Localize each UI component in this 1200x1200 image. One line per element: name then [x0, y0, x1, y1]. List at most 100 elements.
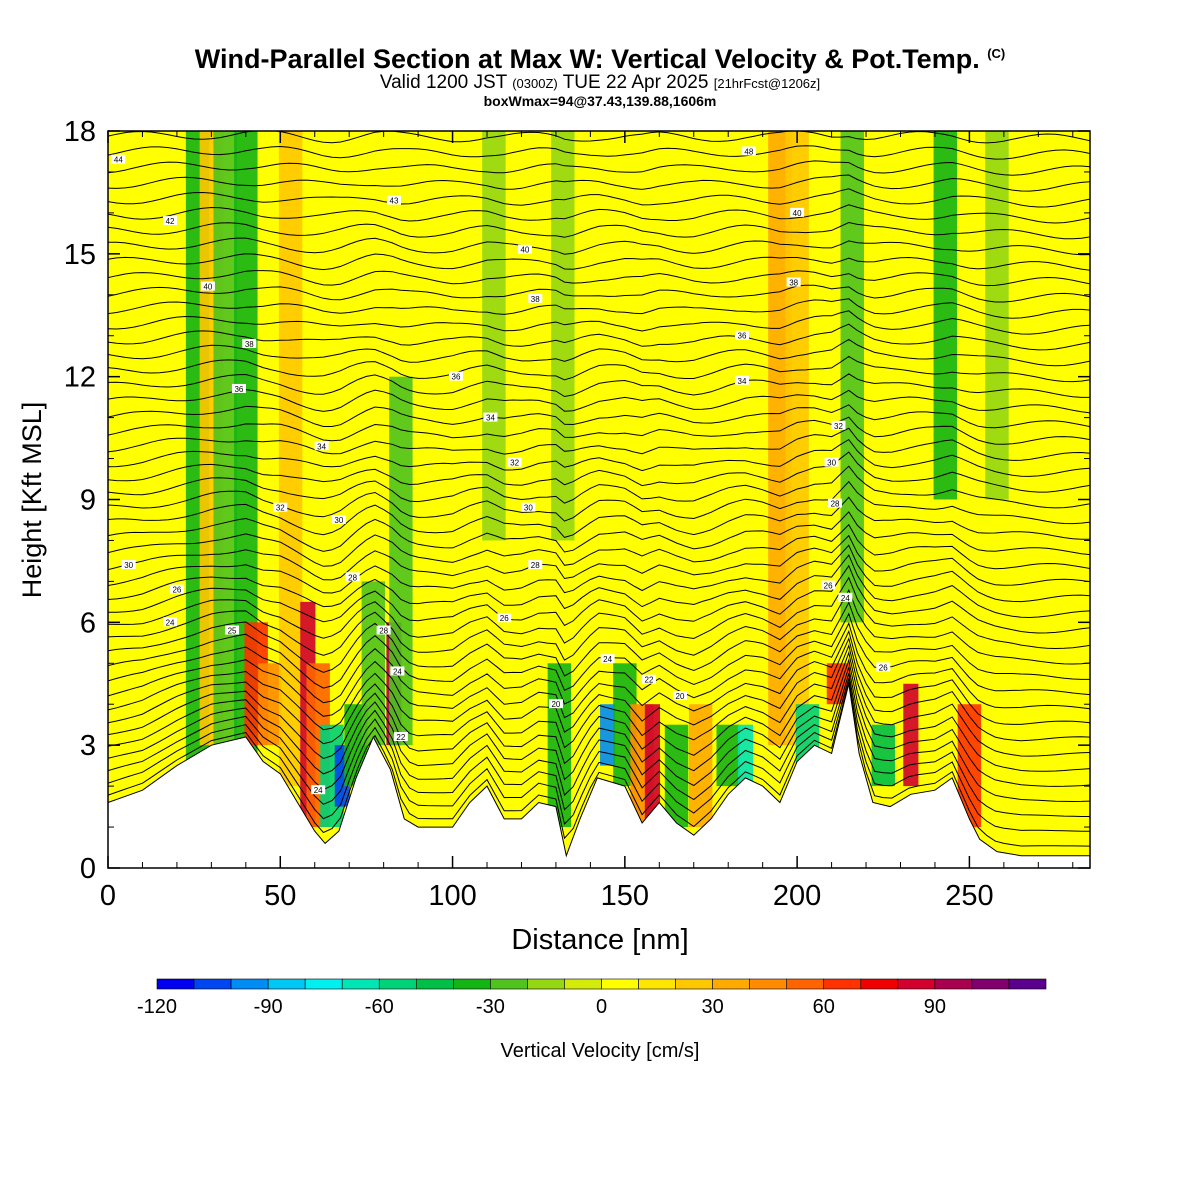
- theta-label-29: 20: [551, 700, 560, 709]
- theta-label-bg-2: [200, 281, 215, 291]
- colorbar-swatch-7: [415, 978, 454, 990]
- theta-contours: [108, 131, 1090, 847]
- theta-contour-45: [108, 131, 1090, 144]
- theta-label-bg-28: [672, 691, 687, 701]
- colorbar-swatch-4: [304, 978, 343, 990]
- theta-contour-23: [108, 451, 1090, 493]
- theta-label-36: 30: [827, 459, 836, 468]
- theta-label-6: 32: [276, 504, 285, 513]
- theta-contour-37: [108, 253, 1090, 271]
- theta-label-bg-7: [331, 514, 346, 524]
- theta-contour-42: [108, 174, 1090, 192]
- theta-label-37: 28: [831, 500, 840, 509]
- theta-label-35: 32: [834, 422, 843, 431]
- theta-label-bg-11: [225, 625, 240, 635]
- theta-contour-6: [108, 643, 1090, 757]
- theta-label-bg-12: [121, 560, 136, 570]
- theta-label-bg-26: [600, 654, 615, 664]
- theta-contour-18: [108, 523, 1090, 570]
- y-tick-label: 15: [64, 239, 96, 271]
- theta-label-20: 36: [452, 373, 461, 382]
- theta-label-bg-8: [345, 572, 360, 582]
- theta-contour-32: [108, 323, 1090, 351]
- theta-label-25: 26: [500, 614, 509, 623]
- theta-contour-20: [108, 496, 1090, 540]
- vv-cell-24: [716, 724, 740, 787]
- x-tick-label: 100: [428, 880, 476, 912]
- theta-contour-11: [108, 601, 1090, 680]
- theta-label-bg-33: [734, 330, 749, 340]
- valid-time: Valid 1200 JST: [379, 72, 507, 93]
- theta-label-bg-17: [386, 195, 401, 205]
- theta-contour-14: [108, 564, 1090, 634]
- theta-label-bg-4: [231, 383, 246, 393]
- theta-contour-33: [108, 310, 1090, 335]
- theta-contour-40: [108, 204, 1090, 224]
- copyright-mark: (C): [987, 46, 1006, 61]
- theta-label-bg-31: [790, 207, 805, 217]
- theta-contour-4: [108, 658, 1090, 787]
- colorbar-tick-label: 0: [596, 996, 607, 1018]
- theta-contour-15: [108, 554, 1090, 619]
- colorbar-swatch-21: [934, 978, 973, 990]
- theta-label-38: 26: [824, 581, 833, 590]
- colorbar-label: Vertical Velocity [cm/s]: [501, 1040, 700, 1062]
- y-tick-label: 0: [80, 853, 96, 885]
- forecast-info: [21hrFcst@1206z]: [713, 76, 821, 91]
- theta-label-12: 30: [124, 561, 133, 570]
- theta-label-11: 25: [228, 627, 237, 636]
- theta-label-14: 24: [393, 667, 402, 676]
- theta-label-15: 22: [396, 733, 405, 742]
- theta-label-bg-39: [838, 592, 853, 602]
- theta-contour-17: [108, 534, 1090, 586]
- theta-label-17: 43: [390, 197, 399, 206]
- colorbar-tick-label: -60: [365, 996, 394, 1018]
- colorbar-tick-label: -120: [137, 996, 177, 1018]
- theta-contour-34: [108, 298, 1090, 319]
- theta-label-bg-36: [824, 457, 839, 467]
- theta-label-bg-19: [528, 293, 543, 303]
- vv-cell-32: [903, 683, 919, 787]
- colorbar-tick-label: 60: [813, 996, 835, 1018]
- vv-cell-27: [785, 131, 809, 746]
- theta-label-bg-20: [449, 371, 464, 381]
- theta-label-bg-0: [111, 154, 126, 164]
- theta-contour-35: [108, 284, 1090, 303]
- theta-label-bg-10: [163, 617, 178, 627]
- y-tick-label: 18: [64, 116, 96, 148]
- colorbar-swatch-20: [897, 978, 936, 990]
- theta-label-7: 30: [334, 516, 343, 525]
- vv-cell-33: [933, 131, 957, 500]
- theta-contour-28: [108, 389, 1090, 414]
- colorbar-swatch-17: [786, 978, 825, 990]
- theta-label-bg-24: [528, 560, 543, 570]
- theta-label-bg-15: [393, 731, 408, 741]
- theta-contour-16: [108, 544, 1090, 603]
- colorbar-swatch-13: [638, 978, 676, 990]
- colorbar-swatch-15: [712, 978, 750, 990]
- theta-label-bg-34: [734, 375, 749, 385]
- theta-label-9: 26: [172, 586, 181, 595]
- theta-label-bg-27: [641, 674, 656, 684]
- theta-label-bg-40: [876, 662, 891, 672]
- colorbar-swatch-9: [490, 978, 528, 990]
- colorbar: -120 -90 -60 -30 0 30 60 90: [137, 978, 1047, 1018]
- theta-label-27: 22: [645, 676, 654, 685]
- theta-contour-3: [108, 667, 1090, 803]
- theta-label-bg-13: [376, 625, 391, 635]
- chart-title: Wind-Parallel Section at Max W: Vertical…: [0, 44, 1200, 75]
- terrain-mask: [107, 683, 1091, 869]
- theta-label-1: 42: [166, 217, 175, 226]
- colorbar-swatch-22: [971, 978, 1010, 990]
- vv-cell-18: [600, 704, 616, 766]
- theta-contour-27: [108, 404, 1090, 429]
- theta-label-10: 24: [166, 618, 175, 627]
- theta-contour-24: [108, 438, 1090, 477]
- theta-label-bg-37: [828, 498, 843, 508]
- theta-label-40: 26: [879, 663, 888, 672]
- vv-cell-35: [985, 131, 1009, 500]
- colorbar-swatch-12: [601, 978, 639, 990]
- theta-label-13: 28: [379, 627, 388, 636]
- theta-label-bg-38: [821, 580, 836, 590]
